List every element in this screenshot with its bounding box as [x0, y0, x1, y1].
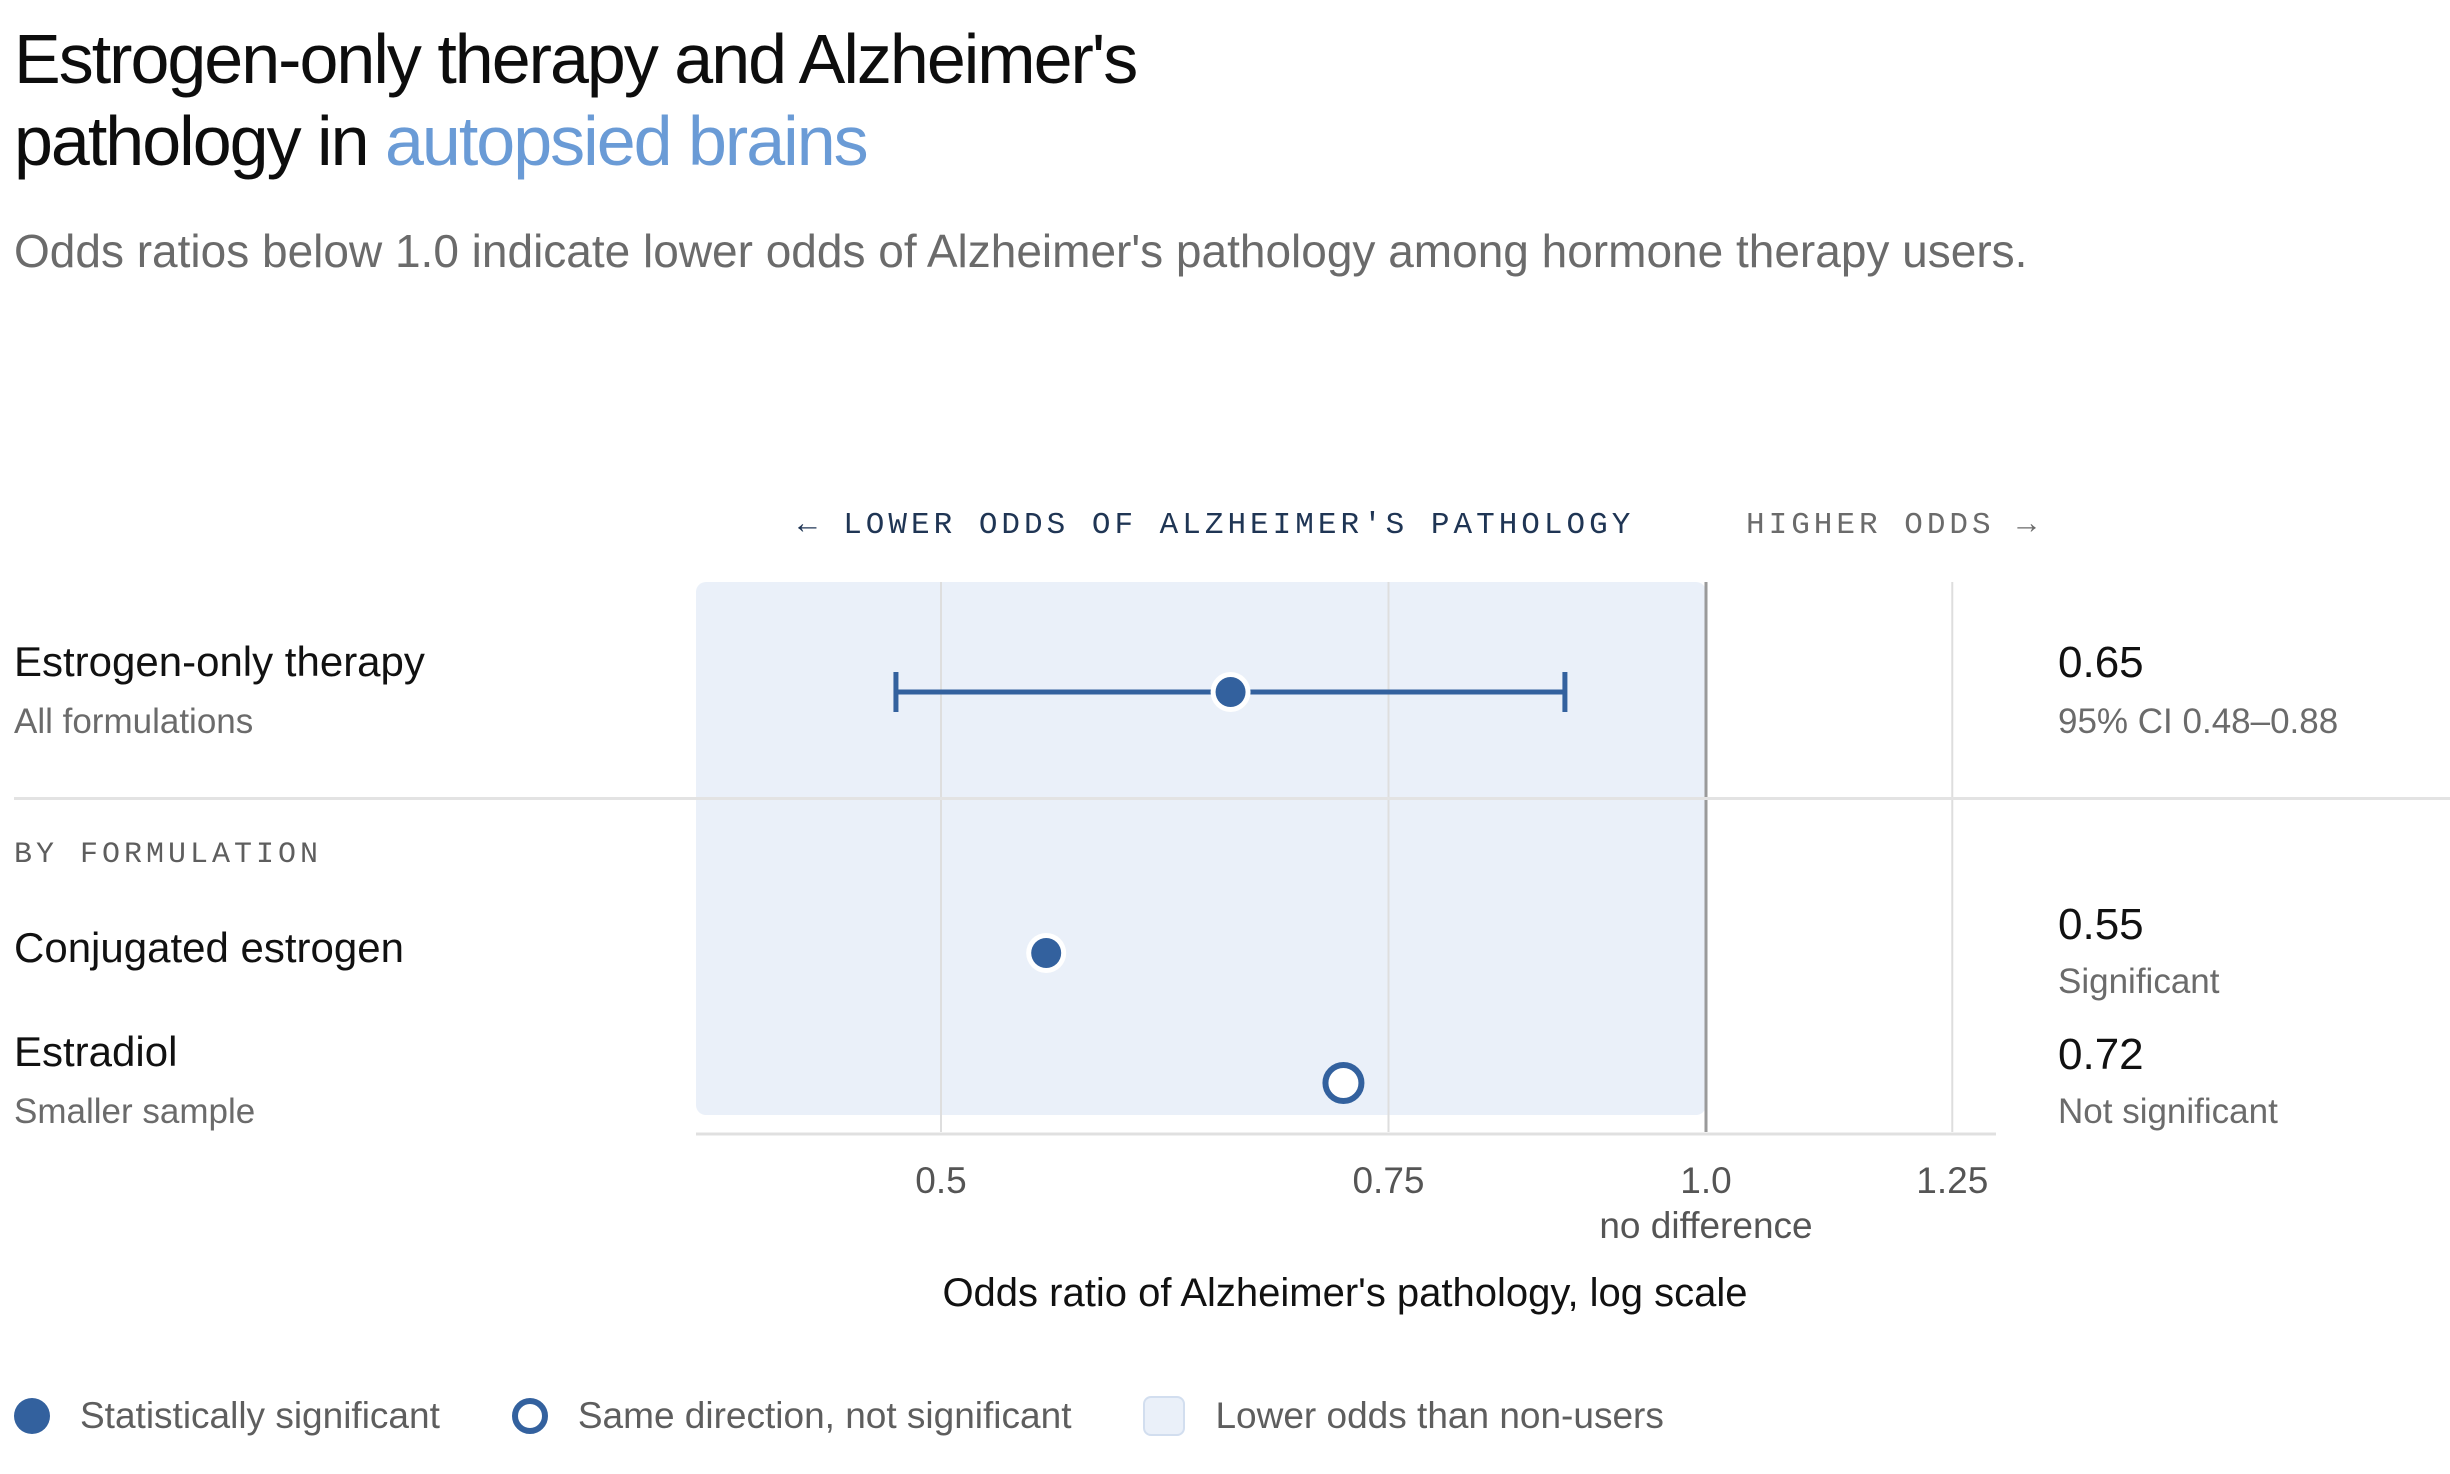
- ci-estrogen-only: 95% CI 0.48–0.88: [2058, 702, 2339, 741]
- value-estradiol: 0.72: [2058, 1030, 2144, 1079]
- open-circle-icon: [511, 1398, 548, 1434]
- row-label-conjugated-estrogen: Conjugated estrogen: [14, 924, 404, 971]
- legend-label-region: Lower odds than non-users: [1215, 1395, 1664, 1436]
- point-not-significant: [1322, 1062, 1365, 1104]
- row-label-estradiol: Estradiol: [14, 1028, 178, 1075]
- chart-title: Estrogen-only therapy and Alzheimer's pat…: [14, 18, 1414, 182]
- legend-label-significant: Statistically significant: [80, 1395, 440, 1436]
- row-sublabel-estrogen-only: All formulations: [14, 702, 254, 741]
- higher-odds-label: HIGHER ODDS →: [1746, 508, 2040, 543]
- gridlines: [940, 582, 1954, 1132]
- title-line-2: pathology in: [14, 102, 385, 180]
- value-conjugated-estrogen: 0.55: [2058, 900, 2144, 949]
- x-axis-ticks: 0.5 0.75 1.0 1.25: [915, 1160, 1988, 1201]
- lower-odds-label: ← LOWER ODDS OF ALZHEIMER'S PATHOLOGY: [798, 508, 1635, 543]
- shaded-region-icon: [1143, 1396, 1186, 1436]
- title-line-1: Estrogen-only therapy and Alzheimer's: [14, 20, 1138, 98]
- x-axis-label: Odds ratio of Alzheimer's pathology, log…: [942, 1271, 1747, 1315]
- value-estrogen-only: 0.65: [2058, 638, 2144, 687]
- filled-circle-icon: [14, 1398, 50, 1434]
- note-conjugated-estrogen: Significant: [2058, 962, 2220, 1001]
- title-highlight: autopsied brains: [384, 102, 869, 180]
- legend: Statistically significant Same direction…: [14, 1390, 1736, 1442]
- legend-item-region: Lower odds than non-users: [1143, 1395, 1664, 1437]
- x-tick-label: 0.75: [1352, 1160, 1424, 1201]
- point-significant: [1031, 938, 1062, 968]
- no-difference-label: no difference: [1599, 1205, 1812, 1246]
- x-tick-label: 1.0: [1680, 1160, 1731, 1201]
- point-significant: [1215, 677, 1246, 707]
- legend-item-not-significant: Same direction, not significant: [511, 1395, 1072, 1437]
- row-sublabel-estradiol: Smaller sample: [14, 1092, 256, 1131]
- x-tick-label: 1.25: [1916, 1160, 1988, 1201]
- section-label-by-formulation: BY FORMULATION: [14, 838, 323, 872]
- legend-item-significant: Statistically significant: [14, 1395, 440, 1437]
- lower-odds-region: [696, 582, 1706, 1115]
- chart-subtitle: Odds ratios below 1.0 indicate lower odd…: [14, 225, 2028, 277]
- legend-label-not-significant: Same direction, not significant: [577, 1395, 1072, 1436]
- row-label-estrogen-only: Estrogen-only therapy: [14, 638, 425, 685]
- note-estradiol: Not significant: [2058, 1092, 2278, 1131]
- data-marks: [893, 672, 1568, 1104]
- section-divider: [14, 797, 2450, 800]
- x-tick-label: 0.5: [915, 1160, 966, 1201]
